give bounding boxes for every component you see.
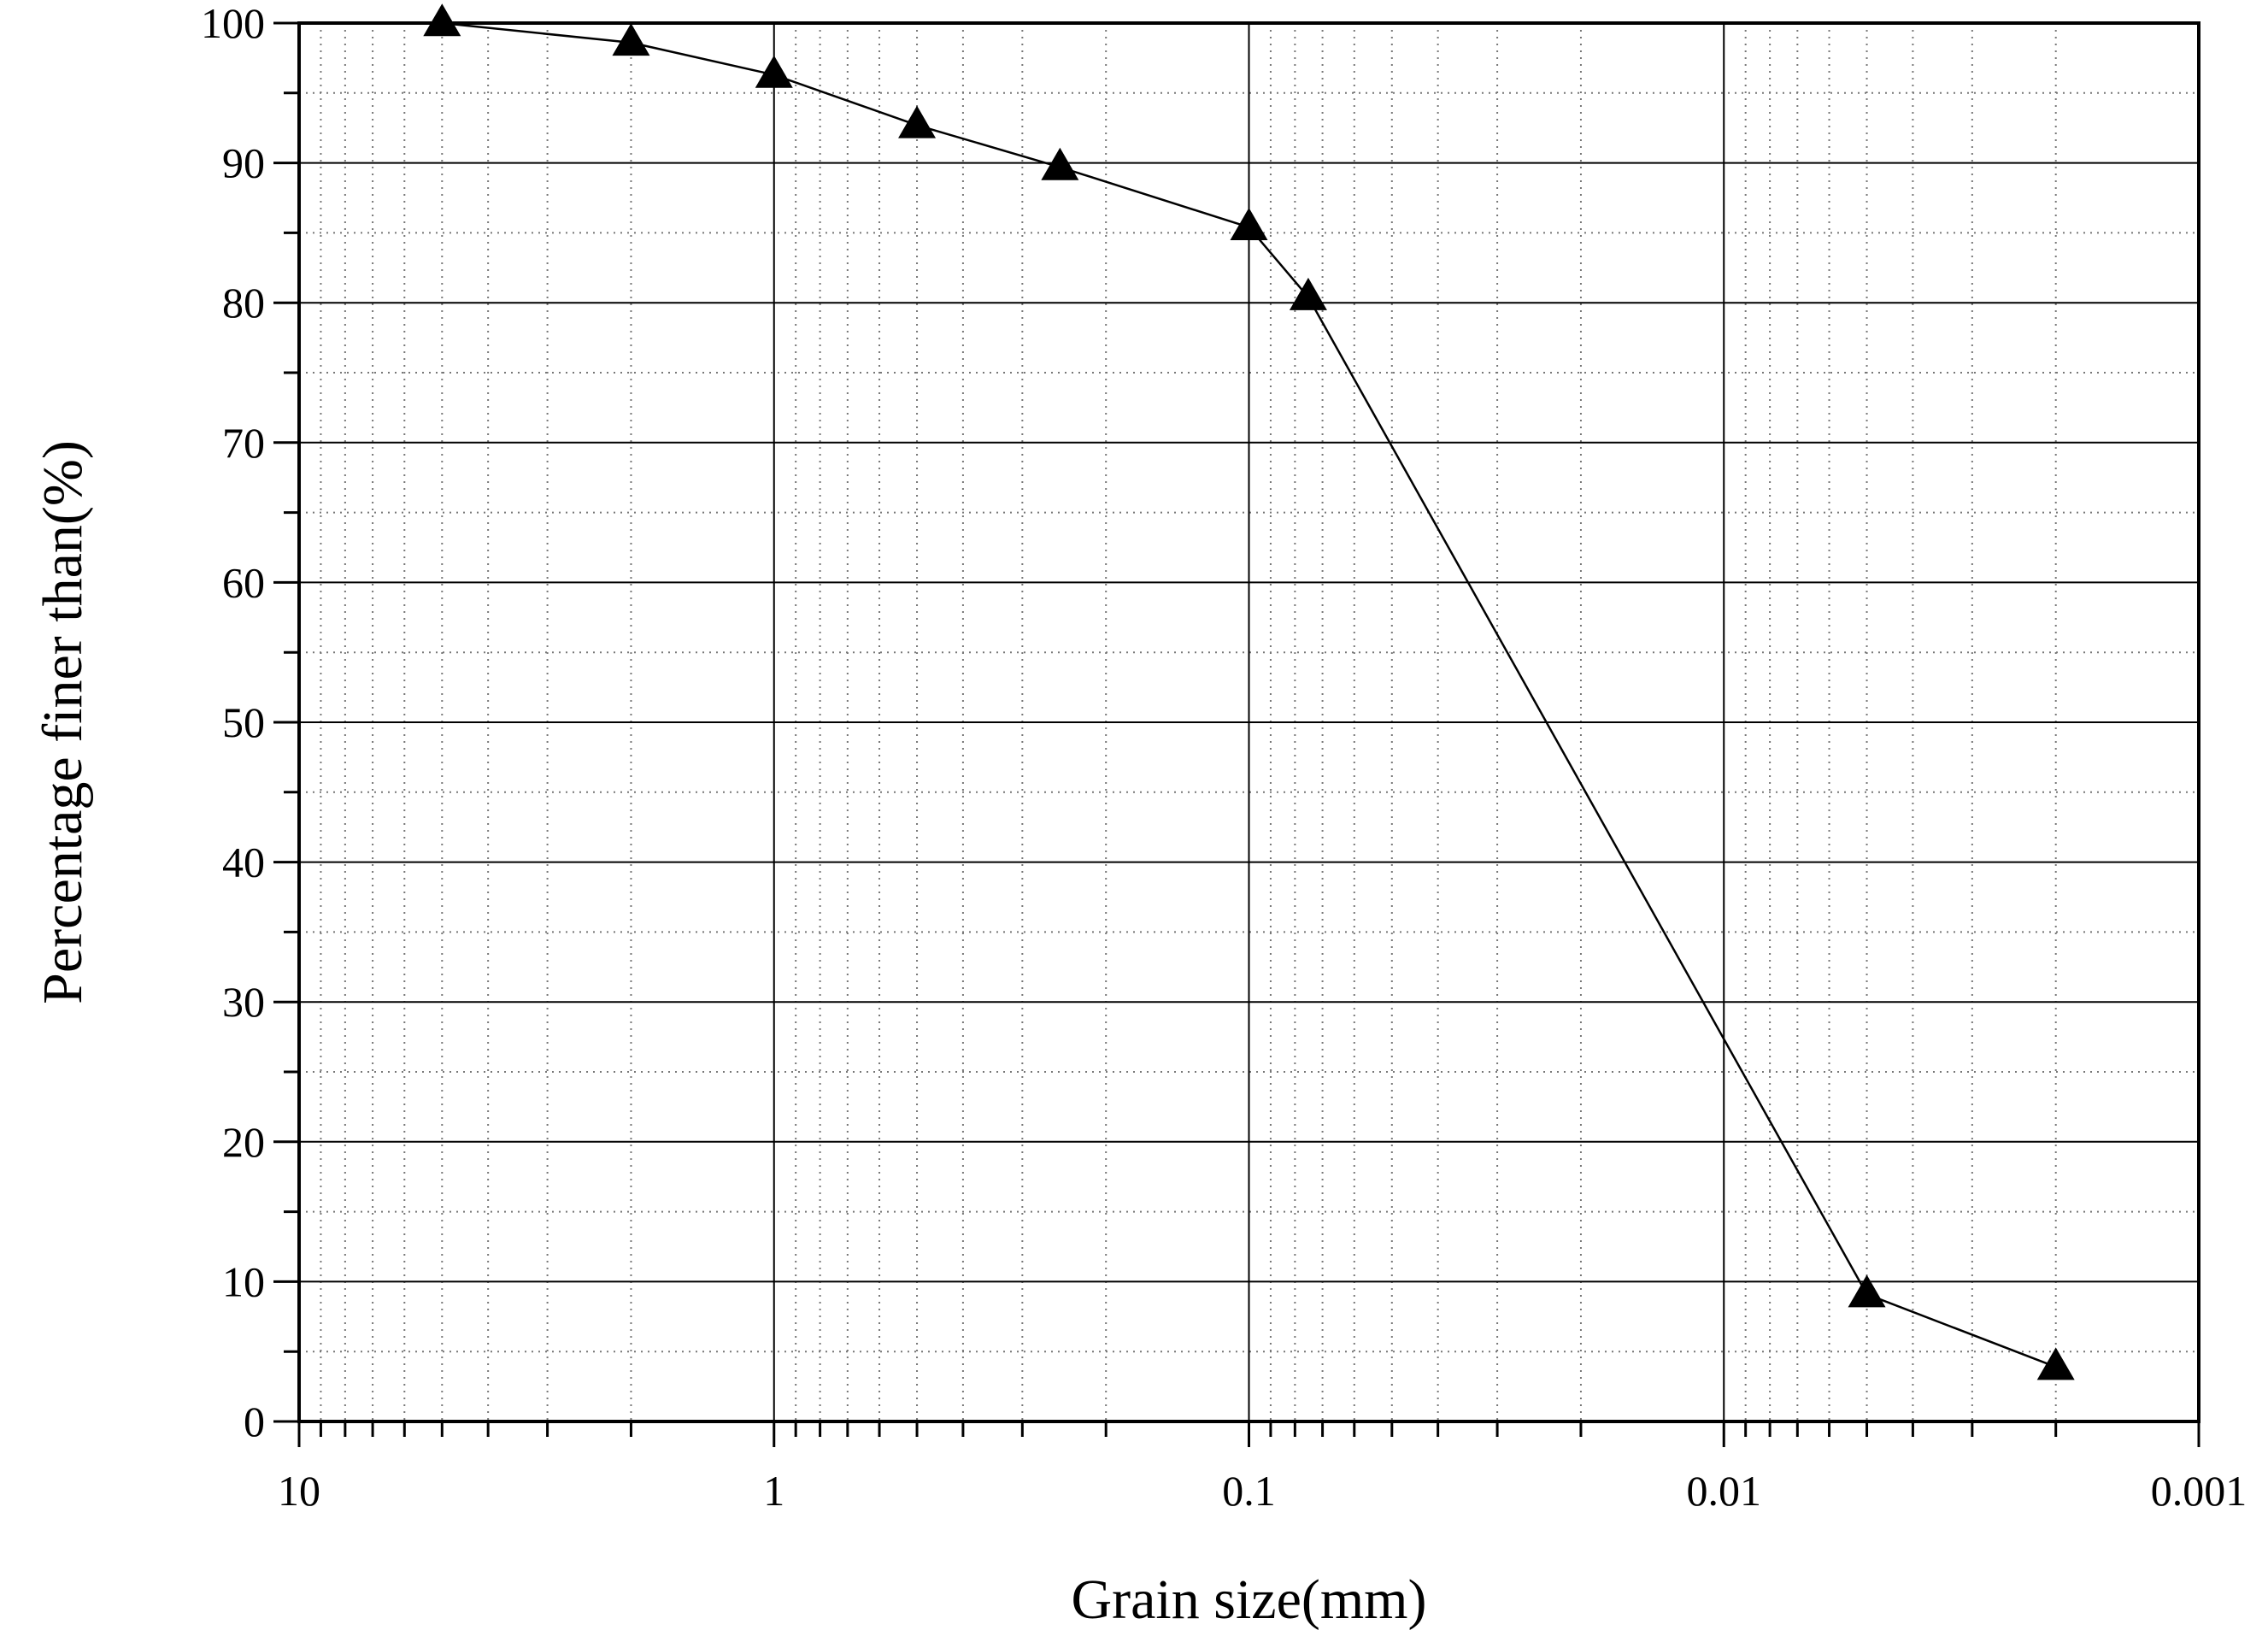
data-series — [423, 3, 2075, 1380]
y-tick-label: 90 — [222, 139, 265, 187]
x-tick-label: 1 — [763, 1467, 784, 1515]
data-point-triangle — [1041, 147, 1079, 180]
x-tick-label: 0.01 — [1687, 1467, 1762, 1515]
y-axis-title: Percentage finer than(%) — [32, 440, 94, 1004]
data-point-triangle — [2036, 1347, 2075, 1380]
x-tick-label: 0.001 — [2151, 1467, 2247, 1515]
x-axis-title: Grain size(mm) — [1071, 1568, 1426, 1631]
y-tick-label: 80 — [222, 279, 265, 327]
data-point-triangle — [1289, 277, 1327, 310]
data-point-triangle — [612, 23, 650, 56]
x-tick-label: 0.1 — [1222, 1467, 1276, 1515]
data-point-triangle — [898, 105, 937, 138]
y-axis-tick-labels: 0 10 20 30 40 50 60 70 80 90 100 — [201, 0, 265, 1445]
y-tick-label: 70 — [222, 419, 265, 467]
y-tick-label: 100 — [201, 0, 265, 47]
y-tick-label: 30 — [222, 978, 265, 1026]
y-tick-label: 50 — [222, 698, 265, 746]
y-tick-label: 10 — [222, 1257, 265, 1305]
data-point-triangle — [755, 55, 793, 88]
y-tick-label: 20 — [222, 1118, 265, 1166]
data-point-triangle — [423, 3, 461, 37]
axis-ticks — [273, 21, 2200, 1447]
y-tick-label: 0 — [244, 1398, 265, 1445]
data-point-triangle — [1848, 1274, 1886, 1308]
y-tick-label: 40 — [222, 839, 265, 886]
x-tick-label: 10 — [278, 1467, 320, 1515]
x-axis-tick-labels: 10 1 0.1 0.01 0.001 — [278, 1467, 2247, 1515]
y-tick-label: 60 — [222, 558, 265, 606]
data-point-triangle — [1230, 208, 1268, 241]
